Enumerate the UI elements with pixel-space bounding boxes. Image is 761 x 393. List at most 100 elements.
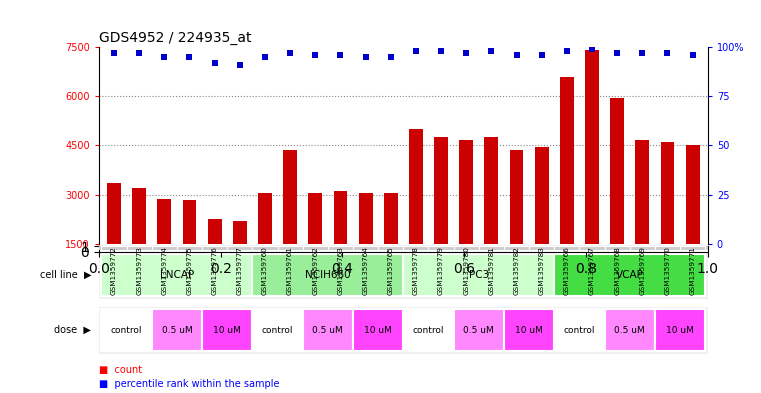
Bar <box>353 309 403 351</box>
Text: GSM1359783: GSM1359783 <box>539 246 545 295</box>
Bar <box>655 309 705 351</box>
Point <box>486 48 498 54</box>
Text: 0.5 uM: 0.5 uM <box>161 326 193 334</box>
Text: GSM1359764: GSM1359764 <box>362 246 368 295</box>
Text: GDS4952 / 224935_at: GDS4952 / 224935_at <box>99 31 251 45</box>
Bar <box>253 254 403 296</box>
Bar <box>278 246 303 250</box>
Bar <box>554 309 604 351</box>
Bar <box>479 246 504 250</box>
Bar <box>454 246 479 250</box>
Bar <box>630 246 655 250</box>
Text: GSM1359777: GSM1359777 <box>237 246 243 295</box>
Text: GSM1359761: GSM1359761 <box>287 246 293 295</box>
Text: 10 uM: 10 uM <box>666 326 694 334</box>
Text: GSM1359778: GSM1359778 <box>413 246 419 295</box>
Text: GSM1359770: GSM1359770 <box>664 246 670 295</box>
Bar <box>202 246 228 250</box>
Text: GSM1359765: GSM1359765 <box>388 246 393 295</box>
Bar <box>202 309 253 351</box>
Bar <box>303 309 353 351</box>
Bar <box>107 183 121 244</box>
Bar <box>485 137 498 244</box>
Bar <box>126 246 151 250</box>
Point <box>284 50 296 56</box>
Text: control: control <box>111 326 142 334</box>
Text: GSM1359771: GSM1359771 <box>689 246 696 295</box>
Point <box>636 50 648 56</box>
Point <box>133 50 145 56</box>
Point <box>334 52 346 58</box>
Text: GSM1359773: GSM1359773 <box>136 246 142 295</box>
Text: 10 uM: 10 uM <box>515 326 543 334</box>
Text: control: control <box>412 326 444 334</box>
Point <box>611 50 623 56</box>
Bar <box>529 246 554 250</box>
Bar <box>177 246 202 250</box>
Bar <box>554 246 579 250</box>
Bar <box>283 150 297 244</box>
Bar <box>661 142 674 244</box>
Point <box>536 52 548 58</box>
Text: GSM1359767: GSM1359767 <box>589 246 595 295</box>
Text: control: control <box>564 326 595 334</box>
Text: control: control <box>262 326 293 334</box>
Point <box>435 48 447 54</box>
Bar <box>384 193 398 244</box>
Bar <box>303 246 328 250</box>
Text: GSM1359780: GSM1359780 <box>463 246 470 295</box>
Bar <box>554 254 705 296</box>
Bar <box>308 193 322 244</box>
Text: cell line  ▶: cell line ▶ <box>40 270 91 280</box>
Bar <box>228 246 253 250</box>
Bar <box>504 246 529 250</box>
Point <box>561 48 573 54</box>
Text: ■  count: ■ count <box>99 365 142 375</box>
Text: GSM1359781: GSM1359781 <box>489 246 495 295</box>
Point <box>384 54 396 60</box>
Bar <box>635 140 649 244</box>
Bar <box>151 246 177 250</box>
Bar <box>434 137 448 244</box>
Text: 0.5 uM: 0.5 uM <box>614 326 645 334</box>
Bar <box>604 309 655 351</box>
Bar <box>510 150 524 244</box>
Point <box>234 62 246 68</box>
Text: GSM1359772: GSM1359772 <box>111 246 117 295</box>
Bar <box>403 309 454 351</box>
Point <box>309 52 321 58</box>
Text: GSM1359766: GSM1359766 <box>564 246 570 295</box>
Bar <box>333 191 347 244</box>
Text: GSM1359768: GSM1359768 <box>614 246 620 295</box>
Bar <box>253 309 303 351</box>
Bar <box>151 309 202 351</box>
Point <box>108 50 120 56</box>
Text: LNCAP: LNCAP <box>160 270 194 280</box>
Text: 0.5 uM: 0.5 uM <box>313 326 343 334</box>
Bar <box>208 219 221 244</box>
Point <box>183 54 196 60</box>
Point <box>586 46 598 52</box>
Text: GSM1359779: GSM1359779 <box>438 246 444 295</box>
Bar <box>604 246 630 250</box>
Text: 10 uM: 10 uM <box>365 326 392 334</box>
Bar <box>460 140 473 244</box>
Bar <box>158 199 171 244</box>
Text: GSM1359769: GSM1359769 <box>639 246 645 295</box>
Bar <box>560 77 574 244</box>
Point <box>511 52 523 58</box>
Bar <box>403 254 554 296</box>
Text: GSM1359776: GSM1359776 <box>212 246 218 295</box>
Bar <box>258 193 272 244</box>
Bar <box>353 246 378 250</box>
Bar <box>358 193 373 244</box>
Bar <box>233 221 247 244</box>
Point <box>209 60 221 66</box>
Bar <box>428 246 454 250</box>
Bar <box>101 246 126 250</box>
Point <box>259 54 271 60</box>
Point <box>158 54 170 60</box>
Text: 10 uM: 10 uM <box>213 326 241 334</box>
Text: 0.5 uM: 0.5 uM <box>463 326 494 334</box>
Bar <box>535 147 549 244</box>
